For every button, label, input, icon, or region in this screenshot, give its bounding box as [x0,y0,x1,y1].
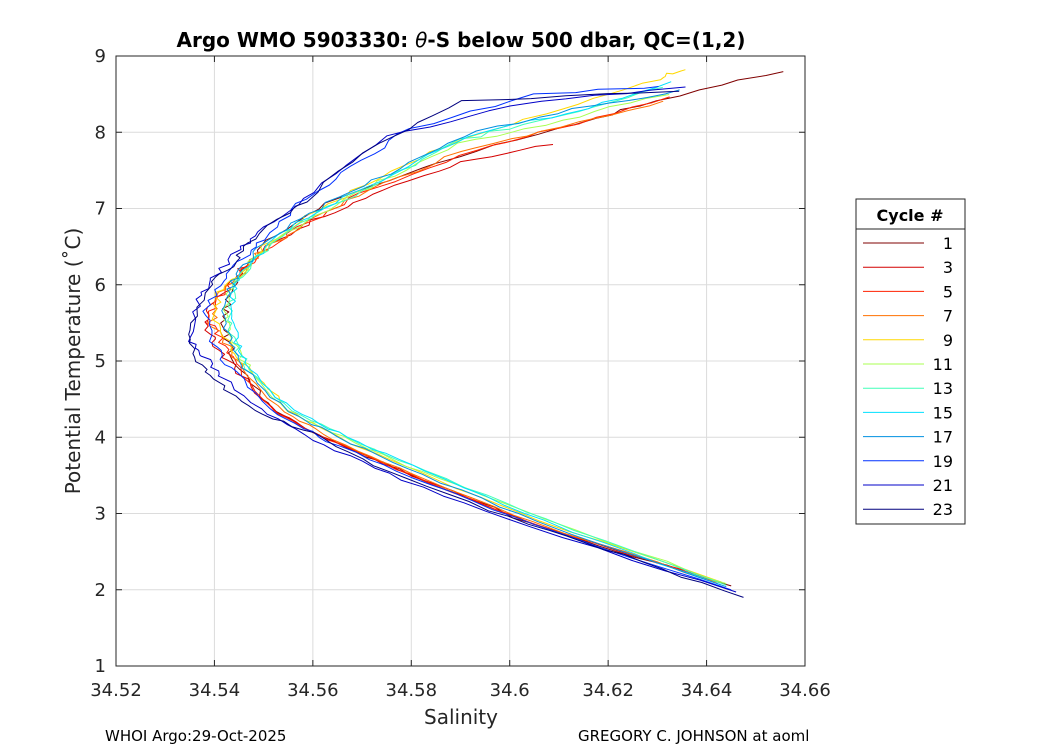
legend-label-cycle-11: 11 [933,355,953,374]
x-tick-label: 34.6 [490,680,530,701]
y-tick-label: 5 [95,351,106,372]
series-line-cycle-5 [206,96,717,582]
y-tick-label: 9 [95,46,106,67]
chart-title-suffix: -S below 500 dbar, QC=(1,2) [427,28,745,52]
legend-label-cycle-1: 1 [943,234,953,253]
legend-label-cycle-13: 13 [933,379,953,398]
y-tick-label: 4 [95,427,106,448]
x-tick-label: 34.56 [287,680,339,701]
y-axis-label: Potential Temperature (˚C) [61,228,85,495]
series-line-cycle-17 [221,89,727,588]
series-line-cycle-19 [202,86,732,591]
x-tick-label: 34.54 [189,680,241,701]
axis-ticks: 34.52 34.54 34.56 34.58 34.6 34.62 34.64 34.66 1… [90,46,831,701]
chart-title: Argo WMO 5903330: θ-S below 500 dbar, QC… [177,28,746,52]
legend-box [855,198,966,525]
chart-title-theta: θ [415,28,427,52]
y-tick-label: 3 [95,504,106,525]
series-layer [188,69,784,598]
y-tick-label: 2 [95,580,106,601]
legend-label-cycle-3: 3 [943,258,953,277]
footer-left: WHOI Argo:29-Oct-2025 [105,727,286,745]
legend-label-cycle-15: 15 [933,403,953,422]
y-tick-label: 8 [95,122,106,143]
series-line-cycle-15 [229,81,722,586]
x-tick-label: 34.58 [386,680,438,701]
legend-label-cycle-7: 7 [943,307,953,326]
series-line-cycle-13 [227,86,727,586]
y-tick-label: 6 [95,275,106,296]
y-tick-label: 7 [95,199,106,220]
series-line-cycle-7 [208,100,717,583]
x-axis-label: Salinity [424,705,498,729]
footer-right: GREGORY C. JOHNSON at aoml [578,727,809,745]
legend-label-cycle-19: 19 [933,452,953,471]
chart-title-prefix: Argo WMO 5903330: [177,28,416,52]
y-tick-label: 1 [95,656,106,677]
legend-label-cycle-5: 5 [943,282,953,301]
legend-label-cycle-23: 23 [933,500,953,519]
legend-label-cycle-9: 9 [943,331,953,350]
x-tick-label: 34.62 [582,680,634,701]
legend-label-cycle-17: 17 [933,428,953,447]
series-line-cycle-23 [188,90,744,598]
series-line-cycle-21 [188,86,737,593]
legend-title: Cycle # [877,206,944,225]
legend-label-cycle-21: 21 [933,476,953,495]
x-tick-label: 34.66 [779,680,831,701]
x-tick-label: 34.64 [681,680,733,701]
x-tick-label: 34.52 [90,680,142,701]
